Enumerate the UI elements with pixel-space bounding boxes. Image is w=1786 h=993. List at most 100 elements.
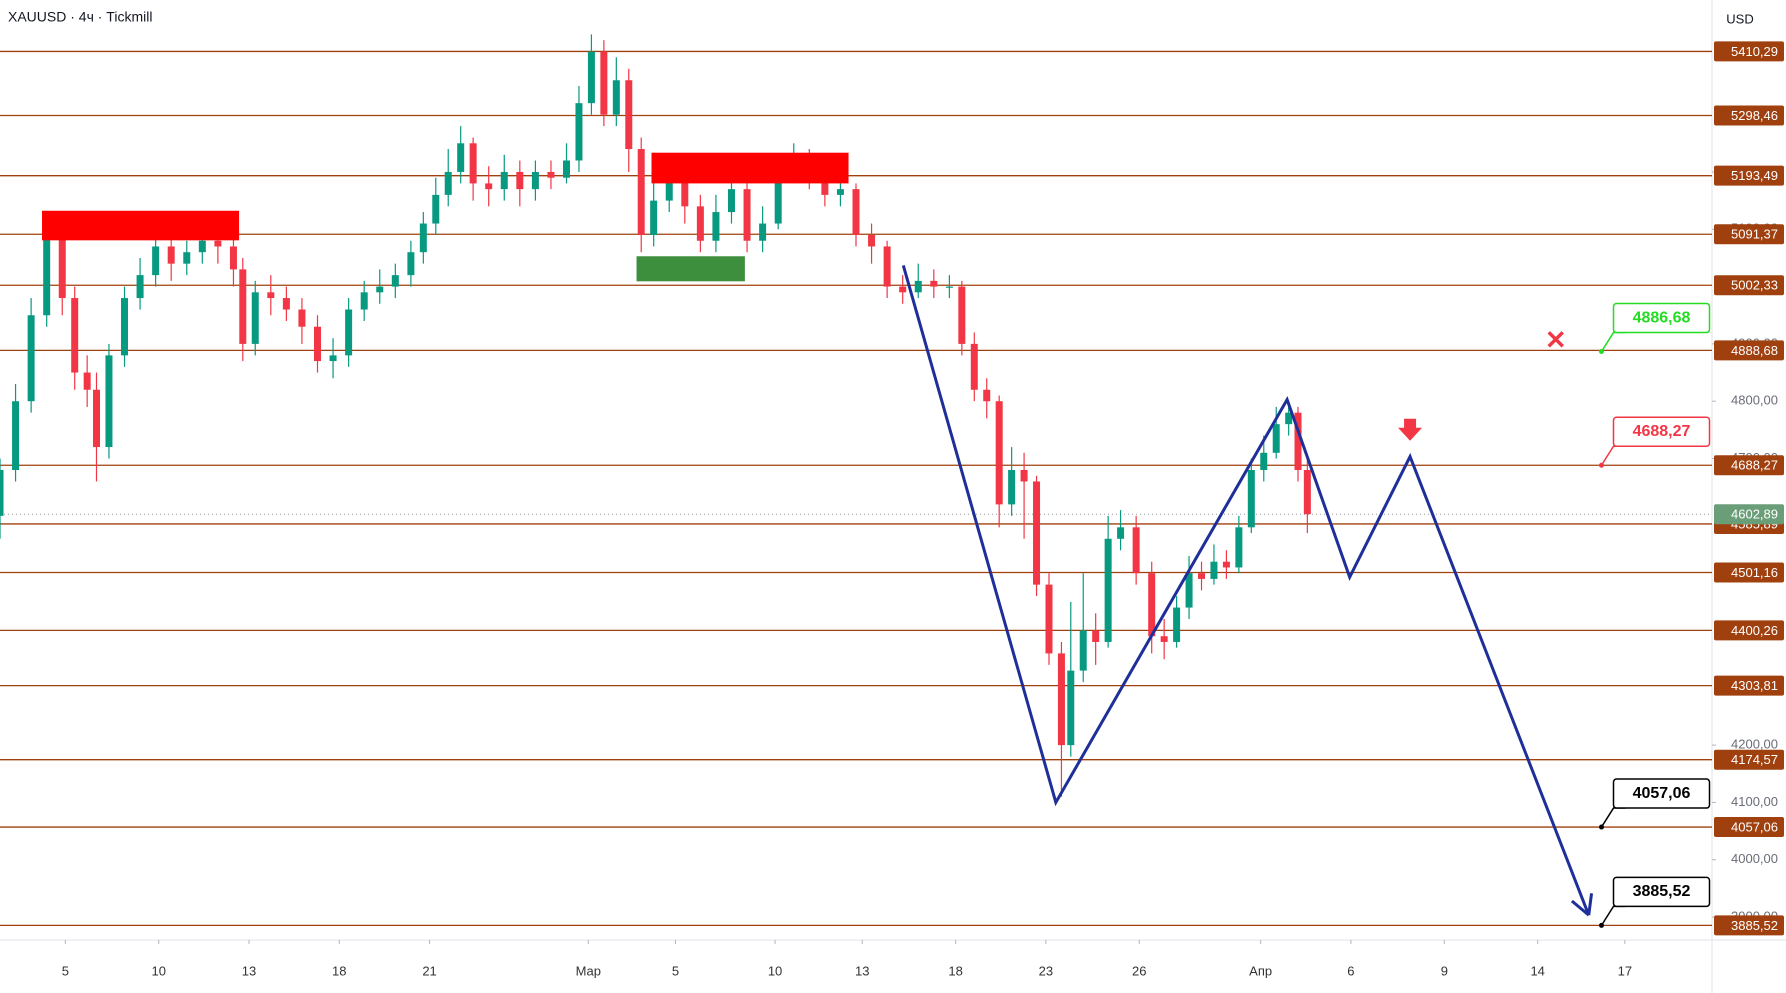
cross-marker [1547,331,1564,348]
x-tick-label: 5 [62,963,69,978]
candle-body [1247,470,1255,528]
candle-body [198,240,206,253]
candle-body [914,280,922,293]
candle-body [868,235,876,247]
callout-label: 4688,27 [1633,423,1691,440]
candle-body [419,223,427,253]
candle-body [930,280,938,287]
x-tick-label: 13 [242,963,256,978]
candle-body [958,286,966,344]
candle-body [239,269,247,344]
candle-body [821,177,829,195]
x-tick-label: Мар [576,963,601,978]
projection-line [901,265,1591,916]
candle-body [1148,573,1156,637]
candle-body [970,343,978,390]
candle-body [1067,670,1075,746]
callout-box [1612,876,1711,908]
x-tick-label: 18 [332,963,346,978]
x-tick-label: 5 [672,963,679,978]
x-tick-label: 14 [1530,963,1544,978]
candle-body [43,235,51,316]
zone [651,152,849,184]
candle-body [1008,470,1016,505]
level-box [1714,105,1784,126]
candle-body [71,298,79,373]
level-box [1714,224,1784,245]
chart-title: XAUUSD · 4ч · Tickmill [8,9,152,25]
y-tick-label: 4100,00 [1731,794,1778,809]
level-label: 4400,26 [1731,623,1778,638]
callout-box [1612,302,1711,334]
level-label: 4174,57 [1731,752,1778,767]
candle-body [1198,573,1206,579]
x-tick-label: 9 [1441,963,1448,978]
candle-body [469,143,477,184]
level-box [1714,749,1784,770]
candle-body [251,292,259,344]
candle-body [121,298,129,356]
x-tick-label: 10 [768,963,782,978]
candle-body [407,252,415,276]
candle-body [531,171,539,190]
candle-body [152,246,160,276]
y-tick-label: 4200,00 [1731,737,1778,752]
level-label: 5002,33 [1731,278,1778,293]
candle-body [92,389,100,448]
candle-body [650,200,658,235]
current-price-label: 4602,89 [1731,507,1778,522]
candle-body [1033,481,1041,585]
x-tick-label: 13 [855,963,869,978]
level-label: 4303,81 [1731,678,1778,693]
candle-body [1294,412,1302,470]
candle-body [183,252,191,264]
candle-body [500,171,508,190]
candle-body [759,223,767,241]
candle-body [1092,630,1100,642]
candle-body [1057,653,1065,746]
candle-body [945,286,953,288]
candle-body [0,470,4,516]
callout-box [1612,416,1711,448]
candle-body [681,177,689,207]
candle-body [1045,584,1053,654]
candle-body [27,315,35,402]
x-tick-label: 17 [1618,963,1632,978]
candle-body [485,183,493,190]
x-tick-label: 23 [1039,963,1053,978]
x-tick-label: 26 [1132,963,1146,978]
candle-body [637,149,645,235]
candle-body [313,326,321,362]
candle-body [1160,636,1168,642]
candle-body [1079,630,1087,671]
candle-body [444,171,452,195]
callout-box [1612,778,1711,809]
y-tick-label: 4800,00 [1731,393,1778,408]
zone [636,256,745,282]
candle-body [612,80,620,115]
candle-body [1185,573,1193,608]
level-label: 5410,29 [1731,44,1778,59]
candle-body [1272,424,1280,453]
callout-label: 4057,06 [1633,785,1691,802]
level-box [1714,455,1784,476]
level-label: 4057,06 [1731,819,1778,834]
candle-body [457,143,465,172]
candle-body [995,401,1003,505]
candle-body [298,309,306,327]
candle-body [376,286,384,293]
level-box [1714,915,1784,936]
candle-body [267,292,275,299]
candle-body [167,246,175,264]
candle-body [214,240,222,247]
candle-body [58,235,66,299]
candle-body [1132,527,1140,574]
candle-body [774,177,782,224]
candle-body [1222,561,1230,568]
candle-body [547,171,555,178]
candle-body [1303,470,1311,515]
callout-label: 4886,68 [1633,309,1691,326]
candle-body [1210,561,1218,579]
